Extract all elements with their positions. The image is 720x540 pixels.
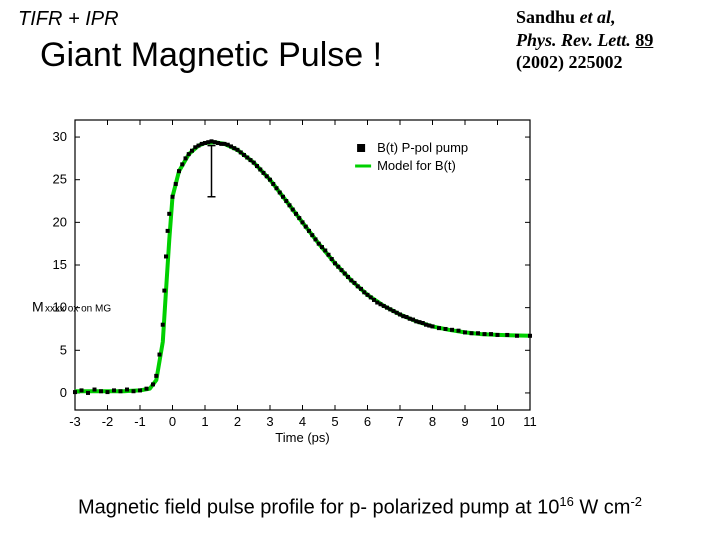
svg-text:8: 8 — [429, 414, 436, 429]
svg-text:9: 9 — [461, 414, 468, 429]
citation-year: (2002) 225002 — [516, 52, 623, 72]
svg-text:25: 25 — [53, 172, 67, 187]
svg-text:0: 0 — [60, 385, 67, 400]
chart-svg: -3-2-101234567891011051015202530Time (ps… — [20, 110, 550, 450]
svg-text:30: 30 — [53, 129, 67, 144]
svg-text:15: 15 — [53, 257, 67, 272]
citation-author: Sandhu — [516, 7, 575, 27]
svg-text:7: 7 — [396, 414, 403, 429]
svg-text:xxxx ox on MG: xxxx ox on MG — [45, 304, 111, 315]
svg-text:0: 0 — [169, 414, 176, 429]
svg-text:1: 1 — [201, 414, 208, 429]
svg-text:11: 11 — [523, 414, 537, 429]
svg-text:-1: -1 — [134, 414, 146, 429]
caption-exp1: 16 — [559, 494, 573, 509]
svg-text:3: 3 — [266, 414, 273, 429]
citation-journal: Phys. Rev. Lett. — [516, 30, 631, 50]
caption-mid: W cm — [574, 497, 631, 519]
caption: Magnetic field pulse profile for p- pola… — [0, 494, 720, 520]
svg-text:6: 6 — [364, 414, 371, 429]
institution-label: TIFR + IPR — [18, 8, 119, 31]
svg-text:5: 5 — [60, 342, 67, 357]
svg-text:B(t) P-pol pump: B(t) P-pol pump — [377, 140, 468, 155]
svg-text:Model for B(t): Model for B(t) — [377, 158, 456, 173]
citation-block: Sandhu et al, Phys. Rev. Lett. 89 (2002)… — [516, 6, 696, 74]
svg-text:2: 2 — [234, 414, 241, 429]
svg-text:-2: -2 — [102, 414, 114, 429]
caption-pre: Magnetic field pulse profile for p- pola… — [78, 497, 559, 519]
svg-text:-3: -3 — [69, 414, 81, 429]
caption-exp2: -2 — [630, 494, 642, 509]
svg-text:5: 5 — [331, 414, 338, 429]
chart-container: -3-2-101234567891011051015202530Time (ps… — [20, 110, 550, 450]
svg-text:M: M — [32, 299, 44, 315]
svg-text:4: 4 — [299, 414, 306, 429]
slide-title: Giant Magnetic Pulse ! — [40, 36, 382, 75]
svg-text:10: 10 — [490, 414, 504, 429]
citation-etal: et al, — [580, 7, 616, 27]
svg-text:Time (ps): Time (ps) — [275, 430, 329, 445]
citation-volume: 89 — [635, 30, 653, 50]
svg-text:20: 20 — [53, 214, 67, 229]
